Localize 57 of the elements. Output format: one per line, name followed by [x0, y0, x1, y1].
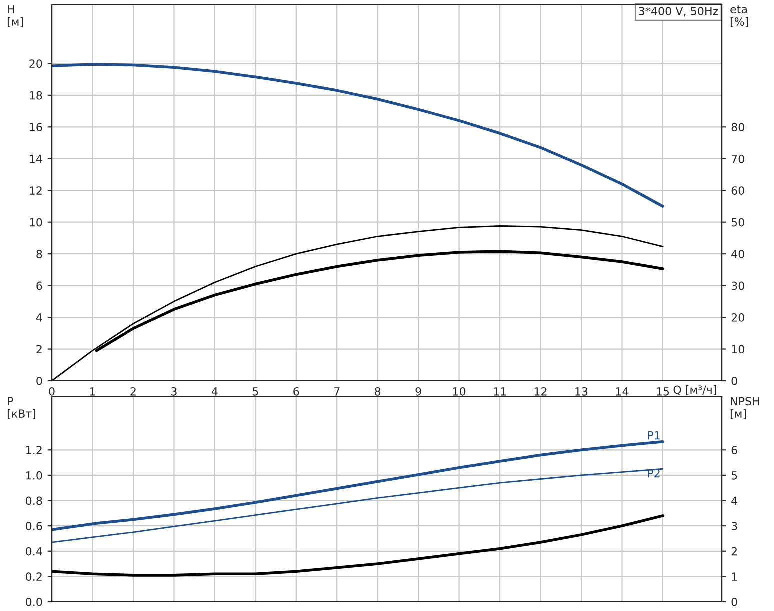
- y2-axis-title: NPSH [м]: [730, 397, 760, 420]
- y2-tick-label: 10: [732, 345, 744, 354]
- y-tick-label: 0.0: [26, 598, 42, 606]
- series-label: P1: [648, 432, 660, 440]
- x-tick-label: 14: [616, 388, 629, 396]
- y2-tick-label: 40: [732, 250, 744, 258]
- y-tick-label: 4: [36, 314, 42, 322]
- y-tick-label: 18: [30, 91, 42, 100]
- x-tick-label: 7: [334, 388, 340, 396]
- y2-tick-label: 0: [732, 376, 738, 386]
- y2-tick-label: 4: [732, 496, 738, 505]
- x-tick-label: 13: [576, 387, 588, 396]
- x-tick-label: 11: [494, 388, 506, 396]
- y2-tick-label: 20: [732, 314, 744, 322]
- x-tick-label: 6: [294, 387, 300, 396]
- y-axis-title: P [кВт]: [8, 397, 36, 420]
- y-tick-label: 0: [36, 376, 42, 386]
- y-tick-label: 0.4: [26, 547, 42, 556]
- y-tick-label: 0.8: [26, 496, 42, 506]
- x-tick-label: 4: [212, 388, 218, 396]
- y2-tick-label: 6: [732, 446, 738, 455]
- x-tick-label: 8: [375, 387, 381, 396]
- chart-title: 3*400 V, 50Hz: [639, 7, 718, 17]
- x-tick-label: 5: [252, 388, 258, 396]
- y-tick-label: 20: [30, 60, 42, 68]
- y-tick-label: 10: [30, 218, 42, 227]
- y2-tick-label: 2: [732, 547, 737, 556]
- x-axis-title: Q [м³/ч]: [674, 386, 716, 396]
- y-tick-label: 16: [30, 123, 42, 132]
- x-tick-label: 10: [453, 387, 466, 396]
- x-tick-label: 0: [49, 387, 55, 396]
- y2-tick-label: 60: [732, 186, 744, 195]
- y2-tick-label: 70: [732, 154, 744, 164]
- y2-tick-label: 5: [732, 472, 738, 480]
- y-tick-label: 2: [36, 345, 42, 354]
- y-tick-label: 1.2: [26, 446, 42, 454]
- y-axis-title: H [м]: [8, 5, 24, 28]
- y2-tick-label: 30: [732, 282, 744, 290]
- y2-tick-label: 1: [732, 572, 738, 581]
- x-tick-label: 9: [416, 387, 422, 396]
- y-tick-label: 6: [36, 282, 42, 290]
- y2-axis-title: eta [%]: [730, 6, 748, 28]
- y-tick-label: 0.2: [26, 572, 42, 582]
- x-tick-label: 15: [657, 388, 670, 396]
- x-tick-label: 12: [534, 387, 547, 396]
- y2-tick-label: 3: [732, 522, 738, 530]
- x-tick-label: 3: [172, 387, 177, 396]
- x-tick-label: 2: [130, 387, 136, 396]
- y-tick-label: 0.6: [26, 522, 42, 530]
- y-tick-label: 8: [36, 250, 42, 258]
- y-tick-label: 14: [30, 155, 42, 164]
- y2-tick-label: 50: [732, 218, 744, 227]
- x-tick-label: 1: [90, 388, 96, 396]
- y2-tick-label: 80: [732, 123, 744, 132]
- y-tick-label: 12: [30, 186, 42, 195]
- y2-tick-label: 0: [732, 598, 738, 606]
- y-tick-label: 1.0: [26, 471, 42, 480]
